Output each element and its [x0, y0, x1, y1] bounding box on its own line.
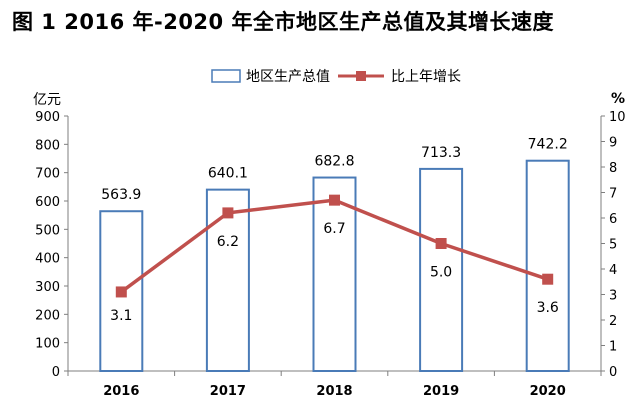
line-point: [435, 238, 447, 249]
bar: [419, 167, 464, 372]
left-tick-label: 300: [35, 280, 60, 295]
right-tick-label: 6: [609, 212, 617, 227]
legend-label-line: 比上年增长: [391, 69, 461, 85]
bar-data-label: 640.1: [208, 166, 248, 182]
chart-title: 图 1 2016 年-2020 年全市地区生产总值及其增长速度: [12, 10, 554, 34]
left-tick-label: 100: [35, 337, 60, 352]
x-tick-label: 2019: [423, 384, 459, 399]
line-data-label: 3.1: [110, 308, 132, 324]
line-data-label: 3.6: [537, 300, 559, 316]
right-tick-label: 9: [609, 136, 617, 151]
bar: [312, 176, 357, 372]
right-tick-label: 1: [609, 340, 617, 355]
legend-line-marker: [356, 71, 366, 81]
left-axis-unit: 亿元: [33, 92, 61, 108]
right-tick-label: 3: [609, 289, 617, 304]
left-tick-label: 600: [35, 195, 60, 210]
bar-data-label: 713.3: [421, 145, 461, 161]
legend-label-bar: 地区生产总值: [246, 69, 330, 85]
line-point: [115, 286, 127, 298]
right-tick-label: 10: [609, 110, 626, 125]
right-tick-label: 4: [609, 263, 617, 278]
bar-data-label: 563.9: [101, 187, 141, 203]
bar: [205, 188, 250, 372]
bar: [525, 159, 570, 372]
right-tick-label: 8: [609, 161, 617, 176]
left-tick-label: 800: [35, 138, 60, 153]
x-tick-label: 2016: [103, 384, 139, 399]
bar-data-label: 682.8: [314, 154, 354, 170]
right-tick-label: 5: [609, 238, 617, 253]
right-tick-label: 0: [609, 365, 617, 380]
left-tick-label: 0: [52, 365, 60, 380]
line-point: [222, 207, 234, 219]
line-data-label: 5.0: [430, 265, 452, 281]
x-tick-label: 2017: [210, 384, 246, 399]
line-data-label: 6.2: [217, 234, 239, 250]
line-data-label: 6.7: [323, 221, 345, 237]
left-tick-label: 700: [35, 167, 60, 182]
line-point: [329, 194, 340, 206]
x-tick-label: 2018: [316, 384, 352, 399]
x-tick-label: 2020: [530, 384, 566, 399]
left-tick-label: 200: [35, 308, 60, 323]
left-tick-label: 500: [35, 223, 60, 238]
line-point: [542, 273, 554, 285]
legend-bar-swatch: [211, 69, 241, 83]
left-tick-label: 900: [35, 110, 60, 125]
right-tick-label: 2: [609, 314, 617, 329]
left-tick-label: 400: [35, 252, 60, 267]
right-axis-unit: %: [611, 91, 625, 107]
right-tick-label: 7: [609, 187, 617, 202]
bar-data-label: 742.2: [528, 137, 568, 153]
